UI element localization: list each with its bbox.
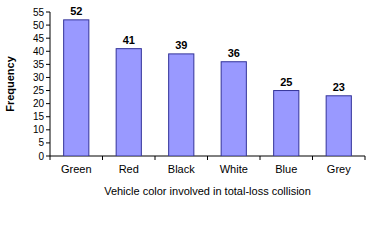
x-tick: [102, 156, 103, 160]
data-label: 41: [123, 34, 135, 46]
x-tick: [155, 156, 156, 160]
y-axis-label: Frequency: [4, 55, 16, 112]
y-tick: [46, 129, 50, 130]
y-tick: [46, 64, 50, 65]
y-tick: [46, 142, 50, 143]
x-tick: [50, 156, 51, 160]
y-tick-label: 0: [38, 151, 44, 162]
x-tick: [207, 156, 208, 160]
bar: [116, 49, 141, 156]
y-tick: [46, 156, 50, 157]
y-tick-label: 10: [33, 124, 45, 135]
x-axis-label: Vehicle color involved in total-loss col…: [104, 185, 311, 197]
x-tick-label: Blue: [275, 163, 297, 175]
y-tick-label: 40: [33, 46, 45, 57]
data-label: 36: [228, 47, 240, 59]
bar: [221, 62, 246, 156]
y-tick-label: 35: [33, 59, 45, 70]
y-tick: [46, 90, 50, 91]
y-tick-label: 20: [33, 98, 45, 109]
bar: [274, 91, 299, 156]
x-tick: [260, 156, 261, 160]
x-tick-label: White: [220, 163, 248, 175]
data-label: 23: [333, 81, 345, 93]
y-tick: [46, 38, 50, 39]
y-tick-label: 30: [33, 72, 45, 83]
y-tick-label: 50: [33, 20, 45, 31]
x-tick-label: Grey: [327, 163, 351, 175]
bar: [64, 20, 89, 156]
y-tick-label: 45: [33, 33, 45, 44]
y-tick-label: 25: [33, 85, 45, 96]
x-tick-label: Green: [61, 163, 92, 175]
x-tick-label: Black: [168, 163, 195, 175]
x-tick: [312, 156, 313, 160]
data-label: 25: [280, 76, 292, 88]
data-label: 52: [70, 5, 82, 17]
y-tick: [46, 77, 50, 78]
x-tick-label: Red: [119, 163, 139, 175]
chart-container: 0 5 10 15 20 25 30 35 40 45 50 55 52 41 39 36 25 23 Green R…: [0, 0, 381, 225]
x-tick: [365, 156, 366, 160]
y-tick-label: 15: [33, 111, 45, 122]
y-tick: [46, 51, 50, 52]
y-tick: [46, 103, 50, 104]
data-label: 39: [175, 39, 187, 51]
y-tick: [46, 12, 50, 13]
y-axis: [50, 12, 51, 156]
y-tick-label: 55: [33, 7, 45, 18]
y-tick: [46, 116, 50, 117]
bar: [326, 96, 351, 156]
bars: [64, 20, 352, 156]
chart-svg: 0 5 10 15 20 25 30 35 40 45 50 55 52 41 39 36 25 23 Green R…: [0, 0, 381, 225]
y-tick: [46, 25, 50, 26]
bar: [169, 54, 194, 156]
y-tick-label: 5: [38, 137, 44, 148]
